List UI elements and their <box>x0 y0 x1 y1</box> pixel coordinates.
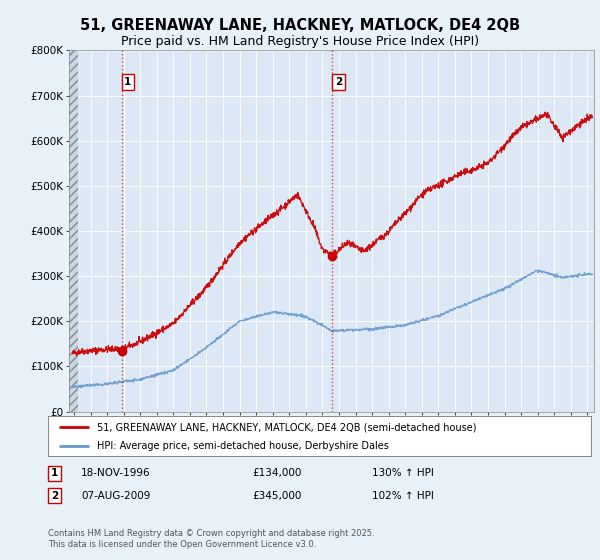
Text: 130% ↑ HPI: 130% ↑ HPI <box>372 468 434 478</box>
Text: 18-NOV-1996: 18-NOV-1996 <box>81 468 151 478</box>
Bar <box>69 50 78 412</box>
Text: 102% ↑ HPI: 102% ↑ HPI <box>372 491 434 501</box>
Text: HPI: Average price, semi-detached house, Derbyshire Dales: HPI: Average price, semi-detached house,… <box>97 441 389 451</box>
Text: 2: 2 <box>51 491 58 501</box>
Text: Price paid vs. HM Land Registry's House Price Index (HPI): Price paid vs. HM Land Registry's House … <box>121 35 479 49</box>
Text: £345,000: £345,000 <box>252 491 301 501</box>
Text: Contains HM Land Registry data © Crown copyright and database right 2025.
This d: Contains HM Land Registry data © Crown c… <box>48 529 374 549</box>
Text: 1: 1 <box>51 468 58 478</box>
Text: 51, GREENAWAY LANE, HACKNEY, MATLOCK, DE4 2QB: 51, GREENAWAY LANE, HACKNEY, MATLOCK, DE… <box>80 18 520 32</box>
Text: £134,000: £134,000 <box>252 468 301 478</box>
Text: 51, GREENAWAY LANE, HACKNEY, MATLOCK, DE4 2QB (semi-detached house): 51, GREENAWAY LANE, HACKNEY, MATLOCK, DE… <box>97 422 476 432</box>
Text: 07-AUG-2009: 07-AUG-2009 <box>81 491 151 501</box>
Text: 1: 1 <box>124 77 131 87</box>
Text: 2: 2 <box>335 77 342 87</box>
